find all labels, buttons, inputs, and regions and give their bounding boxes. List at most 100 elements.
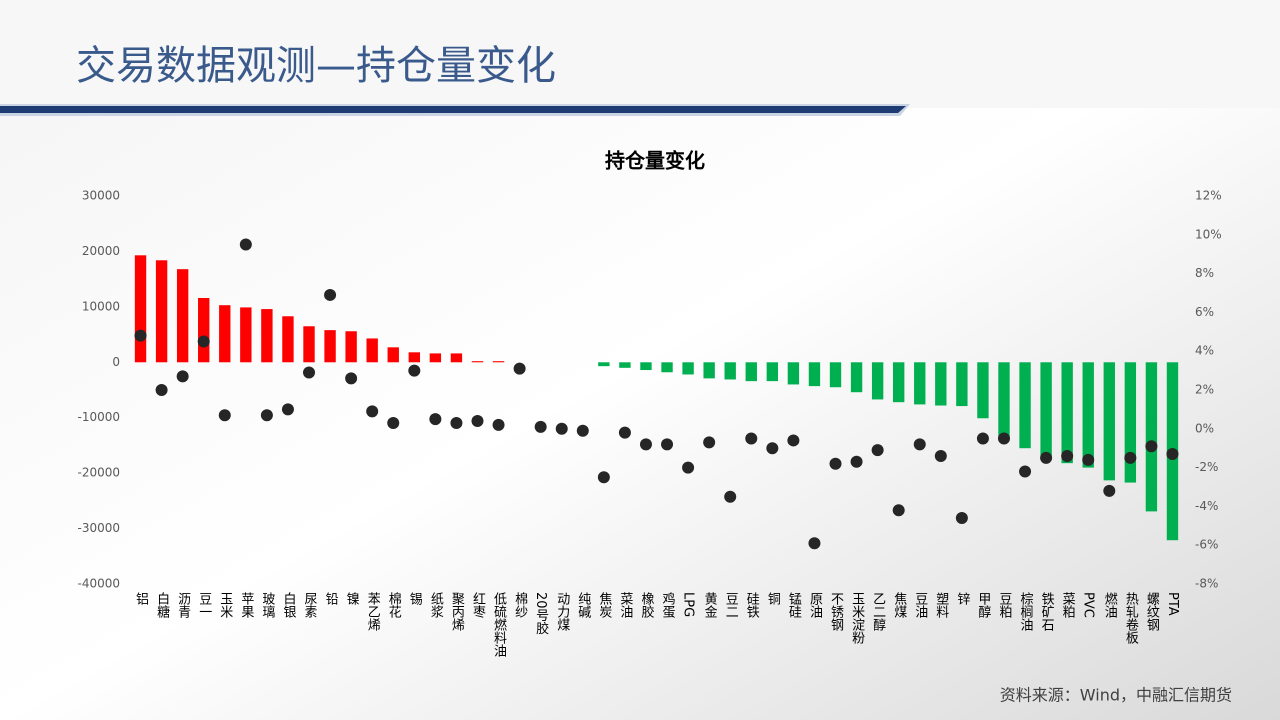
bar	[134, 255, 147, 363]
x-tick-label: 铜	[765, 592, 781, 605]
dot	[871, 444, 884, 457]
bar	[408, 352, 420, 363]
dot	[197, 335, 210, 348]
x-tick-label: 纯碱	[575, 592, 591, 618]
bar	[935, 362, 947, 406]
x-tick-label: 螺纹钢	[1144, 592, 1160, 632]
x-tick-label: 白糖	[154, 591, 170, 619]
dot	[387, 416, 400, 429]
x-tick-label: 铅	[323, 592, 339, 605]
y-tick-label: -30000	[77, 521, 120, 535]
dot	[955, 512, 968, 525]
bar	[1103, 362, 1115, 481]
dot	[661, 438, 674, 451]
dot	[534, 420, 547, 433]
x-tick-label: 菜粕	[1060, 592, 1076, 618]
bar	[450, 353, 463, 363]
dot	[597, 471, 610, 484]
bar	[155, 260, 168, 363]
bar	[914, 362, 926, 405]
bar	[598, 362, 610, 367]
x-tick-label: PVC	[1081, 592, 1096, 618]
x-tick-label: 20号胶	[533, 592, 549, 636]
dot	[1061, 449, 1074, 462]
dot	[555, 422, 568, 435]
bar	[977, 362, 989, 419]
x-tick-label: 鸡蛋	[660, 591, 676, 619]
y-tick-label: 10000	[82, 299, 120, 313]
x-tick-label: 铁矿石	[1039, 592, 1055, 631]
x-tick-label: 乙二醇	[870, 592, 886, 631]
bar	[345, 331, 357, 363]
x-tick-label: 棕榈油	[1018, 592, 1034, 631]
dot	[997, 432, 1010, 445]
dot	[281, 403, 294, 416]
y-tick-label: -20000	[77, 466, 120, 480]
bar	[956, 362, 968, 407]
dot	[1145, 440, 1158, 453]
dot	[1103, 484, 1116, 497]
bar	[766, 362, 779, 382]
bar	[1145, 362, 1158, 512]
x-tick-label: 热轧卷板	[1123, 592, 1139, 645]
bar	[871, 362, 884, 400]
y2-tick-label: 12%	[1195, 189, 1222, 203]
bar	[850, 362, 863, 393]
dot	[324, 288, 337, 301]
x-tick-label: 锌	[954, 592, 970, 605]
y2-tick-label: 10%	[1195, 227, 1222, 241]
y-tick-label: 0	[112, 355, 120, 369]
dot	[808, 537, 821, 550]
header-rule	[0, 106, 906, 113]
bar	[829, 362, 842, 388]
dot	[471, 415, 484, 428]
dot	[1166, 448, 1179, 461]
bar	[619, 362, 631, 368]
dot	[703, 436, 716, 449]
y2-tick-label: 6%	[1195, 305, 1214, 319]
bar	[640, 362, 652, 371]
x-tick-label: 燃油	[1102, 591, 1118, 618]
x-tick-label: 豆二	[723, 592, 739, 618]
x-tick-label: 玻璃	[259, 592, 275, 618]
bar	[261, 309, 273, 363]
chart-title: 持仓量变化	[605, 149, 705, 173]
x-tick-label: 动力煤	[554, 592, 570, 631]
x-tick-label: 铝	[133, 592, 149, 605]
x-tick-label: 锡	[407, 592, 423, 605]
bar	[492, 361, 505, 363]
x-tick-label: 锰硅	[786, 592, 802, 618]
dot	[134, 329, 147, 342]
y-tick-label: -10000	[77, 410, 120, 424]
y2-tick-label: 4%	[1195, 344, 1214, 358]
dot	[934, 449, 947, 462]
dot	[345, 372, 358, 385]
bar	[1124, 362, 1137, 483]
bar	[429, 353, 442, 363]
bar	[998, 362, 1010, 439]
x-tick-label: LPG	[681, 592, 696, 617]
x-tick-label: 豆粕	[996, 592, 1012, 618]
dot	[976, 432, 989, 445]
y-tick-label: 30000	[82, 189, 120, 203]
x-tick-label: 苹果	[238, 592, 254, 618]
x-tick-label: 沥青	[175, 592, 191, 618]
dot	[492, 418, 505, 431]
dot	[239, 238, 252, 251]
dot	[1082, 453, 1095, 466]
slide-title: 交易数据观测—持仓量变化	[76, 43, 556, 89]
bar	[240, 307, 252, 363]
x-tick-label: 不锈钢	[828, 592, 844, 632]
dot	[618, 426, 631, 439]
dot	[513, 362, 526, 375]
x-tick-label: 镍	[344, 592, 360, 605]
bar	[219, 305, 231, 363]
x-tick-label: 菜油	[617, 592, 633, 618]
bar	[1019, 362, 1031, 449]
x-tick-label: 黄金	[702, 592, 718, 618]
dot	[303, 366, 316, 379]
x-tick-label: PTA	[1165, 592, 1180, 616]
x-tick-label: 白银	[280, 591, 296, 618]
